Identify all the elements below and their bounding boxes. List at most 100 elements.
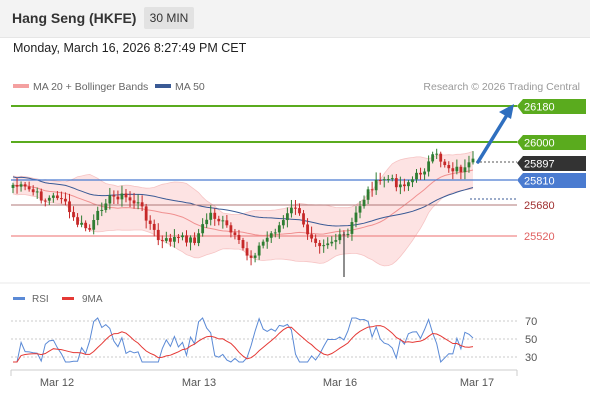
candle-body bbox=[298, 208, 301, 214]
candle-body bbox=[27, 186, 31, 190]
candle-body bbox=[374, 179, 378, 191]
svg-text:26000: 26000 bbox=[524, 138, 555, 150]
candle-body bbox=[326, 243, 330, 246]
x-tick-mar16: Mar 16 bbox=[323, 377, 357, 389]
candle-body bbox=[177, 237, 180, 239]
candle-body bbox=[390, 178, 394, 180]
candle-body bbox=[233, 232, 237, 235]
candle-body bbox=[407, 182, 410, 187]
candle-body bbox=[330, 241, 334, 244]
candle-body bbox=[370, 189, 374, 191]
ma50-legend-label: MA 50 bbox=[175, 81, 205, 93]
rsi-tick-50: 50 bbox=[525, 334, 537, 346]
candle-body bbox=[431, 154, 435, 162]
candle-body bbox=[277, 225, 281, 233]
candle-body bbox=[152, 223, 156, 230]
candle-body bbox=[88, 228, 92, 230]
price-label-s2: 25520 bbox=[524, 231, 555, 243]
candle-body bbox=[471, 158, 475, 163]
candle-body bbox=[314, 238, 318, 243]
candle-body bbox=[463, 167, 467, 173]
candle-body bbox=[338, 234, 342, 241]
x-tick-mar17: Mar 17 bbox=[460, 377, 494, 389]
candle-body bbox=[294, 207, 297, 209]
candle-body bbox=[189, 237, 192, 243]
candle-body bbox=[451, 168, 455, 172]
candle-body bbox=[112, 195, 116, 197]
candle-body bbox=[120, 193, 124, 200]
candle-body bbox=[31, 189, 35, 193]
candle-body bbox=[60, 198, 63, 200]
candle-body bbox=[181, 235, 184, 238]
candle-body bbox=[80, 222, 83, 225]
candle-body bbox=[160, 240, 164, 242]
candle-body bbox=[265, 237, 269, 242]
candle-body bbox=[318, 242, 322, 247]
candle-body bbox=[19, 184, 23, 187]
candle-body bbox=[350, 222, 354, 234]
candle-body bbox=[249, 255, 253, 258]
candle-body bbox=[55, 195, 59, 199]
ma50-line bbox=[12, 176, 474, 227]
rsi-ma9-line bbox=[13, 325, 474, 363]
candle-body bbox=[144, 206, 148, 221]
candle-body bbox=[148, 220, 152, 224]
candle-body bbox=[124, 193, 128, 198]
candle-body bbox=[306, 224, 309, 235]
candle-body bbox=[225, 220, 229, 226]
candle-body bbox=[281, 220, 285, 226]
candle-body bbox=[217, 218, 221, 222]
candle-body bbox=[39, 191, 43, 201]
candle-body bbox=[96, 210, 100, 221]
candle-body bbox=[378, 179, 382, 181]
candle-body bbox=[334, 240, 338, 242]
ma9-legend-label: 9MA bbox=[82, 294, 103, 305]
svg-text:25810: 25810 bbox=[524, 176, 555, 188]
x-tick-mar13: Mar 13 bbox=[182, 377, 216, 389]
candle-body bbox=[435, 153, 439, 155]
candle-body bbox=[164, 238, 168, 241]
candle-body bbox=[23, 184, 27, 187]
svg-text:25897: 25897 bbox=[524, 159, 555, 171]
candle-body bbox=[173, 237, 176, 242]
x-tick-mar12: Mar 12 bbox=[40, 377, 74, 389]
rsi-tick-70: 70 bbox=[525, 316, 537, 328]
bollinger-band bbox=[13, 151, 473, 266]
candle-body bbox=[100, 209, 104, 211]
ma20-legend-label: MA 20 + Bollinger Bands bbox=[33, 81, 148, 93]
forecast-arrow-icon bbox=[476, 104, 514, 164]
ma9-legend-swatch bbox=[62, 297, 74, 300]
candle-body bbox=[221, 220, 225, 222]
price-tag-pivot: 25810 bbox=[517, 173, 586, 188]
candle-body bbox=[439, 153, 443, 162]
candle-body bbox=[403, 184, 406, 187]
price-tag-r1: 26000 bbox=[517, 135, 586, 150]
candle-body bbox=[245, 248, 249, 256]
ma20-line bbox=[12, 169, 474, 237]
candle-body bbox=[43, 200, 47, 202]
candle-body bbox=[229, 225, 233, 233]
candle-body bbox=[302, 213, 305, 225]
candle-body bbox=[140, 202, 144, 207]
candle-body bbox=[346, 233, 350, 236]
candle-body bbox=[76, 217, 79, 225]
candle-body bbox=[354, 212, 358, 223]
candle-body bbox=[366, 189, 370, 200]
candle-body bbox=[423, 171, 426, 175]
price-tag-r2: 26180 bbox=[517, 99, 586, 114]
candle-body bbox=[290, 207, 293, 214]
candle-body bbox=[362, 199, 366, 207]
rsi-line bbox=[13, 317, 474, 364]
candle-body bbox=[72, 212, 75, 218]
candle-body bbox=[237, 234, 241, 241]
price-tag-last: 25897 bbox=[517, 156, 586, 171]
timeframe-badge[interactable]: 30 MIN bbox=[144, 7, 194, 29]
candle-body bbox=[273, 232, 277, 234]
chart-datetime: Monday, March 16, 2026 8:27:49 PM CET bbox=[13, 41, 247, 55]
candle-body bbox=[168, 238, 172, 242]
candle-body bbox=[459, 166, 463, 173]
chart-header: Hang Seng (HKFE) 30 MIN bbox=[0, 0, 590, 38]
research-credit: Research © 2026 Trading Central bbox=[423, 81, 580, 93]
candle-body bbox=[467, 162, 471, 168]
candle-body bbox=[201, 224, 205, 234]
